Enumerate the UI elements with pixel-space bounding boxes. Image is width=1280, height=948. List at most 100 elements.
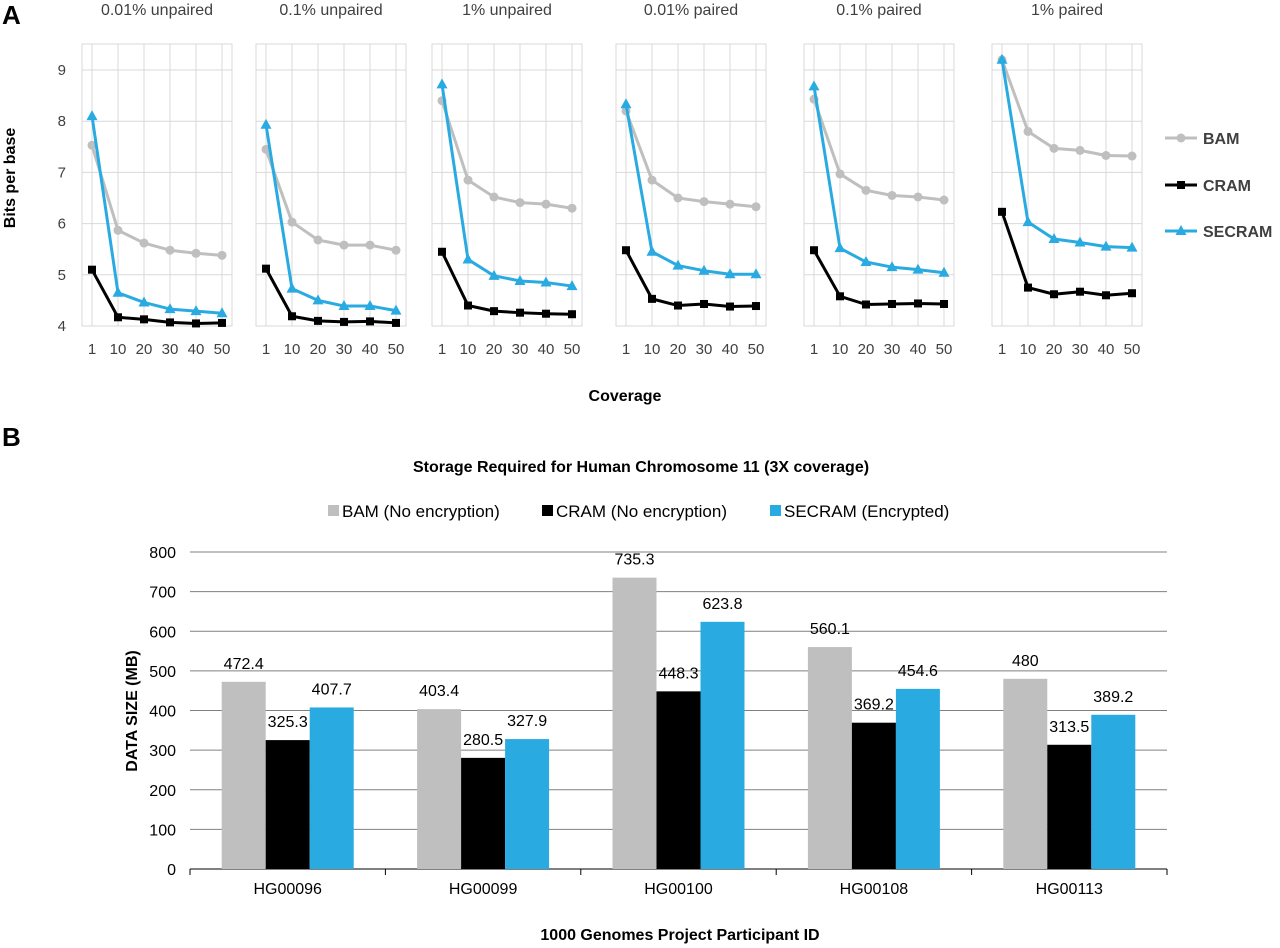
x-tick-label: 1 [622, 341, 630, 358]
data-point-bam [751, 202, 761, 212]
data-label: 735.3 [614, 552, 654, 569]
data-point-secram [488, 269, 500, 280]
data-point-cram [314, 316, 322, 325]
x-category-label: HG00100 [644, 881, 713, 898]
data-point-bam [139, 238, 149, 248]
data-point-bam [313, 235, 323, 245]
data-point-cram [700, 299, 708, 308]
x-tick-label: 1 [262, 341, 270, 358]
data-point-secram [1100, 240, 1112, 251]
panel-a-y-tick: 9 [58, 62, 66, 79]
data-point-cram [674, 301, 682, 310]
data-point-secram [886, 261, 898, 272]
data-point-secram [1048, 232, 1060, 243]
data-label: 454.6 [898, 663, 938, 680]
series-line-secram [624, 104, 756, 276]
series-line-secram [264, 124, 397, 313]
x-tick-label: 40 [722, 341, 739, 358]
panel-a-label: A [2, 0, 21, 30]
y-tick-label: 100 [149, 822, 176, 839]
data-point-cram [288, 312, 296, 321]
data-point-bam [165, 245, 175, 255]
data-label: 313.5 [1049, 719, 1089, 736]
series-line-cram [812, 249, 945, 306]
x-category-label: HG00096 [253, 881, 322, 898]
data-point-secram [112, 286, 124, 297]
data-point-cram [366, 317, 374, 326]
data-point-secram [1022, 216, 1034, 227]
data-point-cram [914, 299, 922, 308]
data-point-cram [542, 309, 550, 318]
facet-frame [991, 43, 1143, 327]
facet-6: 1% paired 1 10 20 30 40 50 [991, 2, 1143, 358]
bar-hg00096-secram [309, 707, 354, 869]
legend-swatch [542, 505, 553, 516]
data-point-bam [567, 203, 577, 213]
data-point-cram [888, 299, 896, 308]
x-tick-label: 20 [1046, 341, 1063, 358]
x-category-label: HG00099 [449, 881, 518, 898]
facet-title: 1% unpaired [462, 2, 552, 19]
data-point-secram [1074, 236, 1086, 247]
series-line-cram [440, 251, 573, 316]
bar-hg00100-secram [700, 621, 745, 869]
series-line-secram [440, 84, 573, 288]
x-tick-label: 40 [188, 341, 205, 358]
panel-b-title: Storage Required for Human Chromosome 11… [413, 459, 869, 476]
x-category-label: HG00113 [1036, 881, 1103, 898]
legend-label: CRAM (No encryption) [556, 502, 727, 521]
data-point-bam [887, 190, 897, 200]
data-point-cram [340, 317, 348, 326]
data-label: 325.3 [268, 714, 308, 731]
data-point-secram [1126, 241, 1138, 252]
data-point-cram [726, 302, 734, 311]
data-point-cram [1128, 289, 1136, 298]
data-point-cram [810, 246, 818, 255]
facet-frame [255, 43, 407, 327]
x-tick-label: 10 [110, 341, 127, 358]
x-tick-label: 30 [1072, 341, 1089, 358]
x-tick-label: 20 [310, 341, 327, 358]
y-tick-label: 500 [149, 664, 176, 681]
legend-swatch [328, 505, 339, 516]
data-point-bam [217, 250, 227, 260]
data-point-cram [752, 302, 760, 311]
data-point-bam [391, 245, 401, 255]
data-label: 472.4 [224, 656, 264, 673]
facet-frame [803, 43, 955, 327]
data-point-secram [724, 268, 736, 279]
data-point-secram [860, 256, 872, 266]
x-category-label: HG00108 [840, 881, 909, 898]
y-tick-label: 600 [149, 624, 176, 641]
data-point-secram [646, 245, 658, 256]
facet-title: 0.1% paired [836, 2, 921, 19]
data-point-cram [490, 307, 498, 316]
series-line-cram [264, 267, 397, 325]
legend-label: SECRAM (Encrypted) [784, 502, 949, 521]
data-point-bam [1023, 126, 1033, 136]
facet-5: 0.1% paired 1 10 20 30 40 50 [803, 2, 955, 358]
data-point-bam [87, 140, 97, 150]
data-point-cram [998, 207, 1006, 216]
series-line-cram [624, 249, 757, 309]
x-tick-label: 30 [884, 341, 901, 358]
legend-label-bam: BAM [1203, 131, 1239, 148]
facet-title: 1% paired [1031, 2, 1103, 19]
data-point-bam [647, 175, 657, 185]
facet-2: 0.1% unpaired 1 10 20 30 40 50 [255, 2, 407, 358]
data-point-secram [260, 118, 272, 129]
data-point-bam [1101, 151, 1111, 161]
x-tick-label: 20 [858, 341, 875, 358]
data-point-bam [287, 217, 297, 227]
panel-a-y-axis-label: Bits per base [2, 128, 19, 229]
x-tick-label: 10 [460, 341, 477, 358]
bar-hg00113-secram [1091, 714, 1136, 869]
data-point-cram [568, 310, 576, 319]
facet-title: 0.01% paired [644, 2, 738, 19]
data-label: 280.5 [463, 732, 503, 749]
data-point-secram [286, 282, 298, 293]
data-point-secram [996, 53, 1008, 64]
x-tick-label: 20 [486, 341, 503, 358]
data-point-cram [192, 319, 200, 328]
